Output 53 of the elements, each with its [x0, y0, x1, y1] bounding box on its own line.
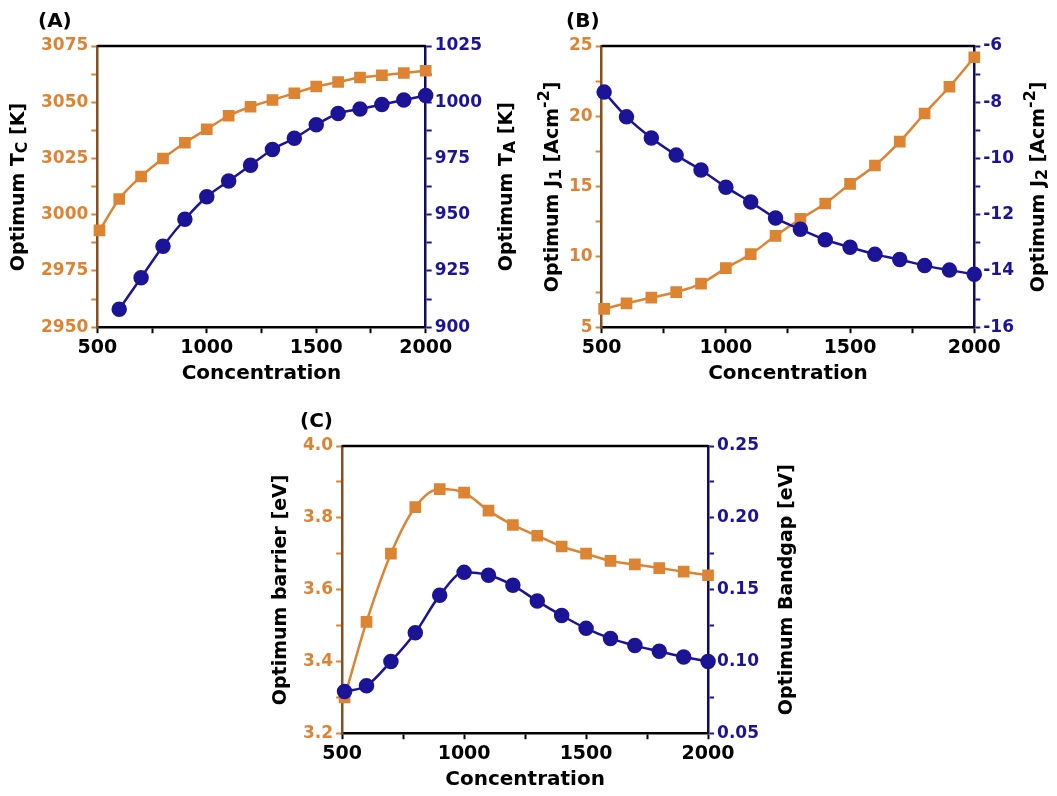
y-tick-label: 20 [568, 104, 593, 125]
y2-tick-label: 0.15 [717, 578, 760, 599]
x-tick-label: 1500 [823, 334, 877, 357]
x-tick-label: 500 [322, 740, 362, 763]
y-tick-label: 3025 [40, 146, 89, 167]
x-axis-title: Concentration [181, 360, 342, 385]
y2-tick-label: 0.05 [717, 721, 760, 742]
y2-tick-label: -12 [983, 203, 1015, 224]
y2-tick-label: 1025 [434, 34, 483, 55]
y-tick-label: 3.8 [302, 506, 334, 527]
x-axis-title: Concentration [708, 360, 868, 385]
chart-title: (A) [38, 8, 72, 33]
y2-tick-label: 975 [434, 146, 471, 167]
y-tick-label: 15 [568, 175, 593, 196]
x-tick-label: 2000 [681, 740, 735, 763]
chart-title: (B) [566, 8, 600, 33]
y-tick-label: 5 [580, 315, 593, 336]
y-tick-label: 3075 [40, 34, 89, 55]
y2-tick-label: 950 [434, 203, 471, 224]
y-tick-label: 25 [568, 34, 593, 55]
x-tick-label: 1000 [180, 334, 234, 357]
y2-tick-label: -10 [983, 146, 1015, 167]
y2-tick-label: 0.10 [717, 649, 760, 670]
x-tick-label: 1500 [289, 334, 343, 357]
y-tick-label: 4.0 [302, 434, 334, 455]
y2-axis-title: Optimum Bandgap [eV] [774, 464, 796, 716]
y-tick-label: 3.4 [302, 649, 334, 670]
y-tick-label: 3.2 [302, 721, 334, 742]
y2-tick-label: -16 [983, 315, 1015, 336]
x-tick-label: 2000 [399, 334, 453, 357]
x-tick-label: 1000 [437, 740, 491, 763]
y2-tick-label: 1000 [434, 90, 483, 111]
x-tick-label: 2000 [947, 334, 1001, 357]
y2-tick-label: -14 [983, 259, 1015, 280]
y2-tick-label: 0.25 [717, 434, 760, 455]
y-axis-title: Optimum barrier [eV] [268, 474, 290, 705]
x-tick-label: 500 [77, 334, 118, 357]
x-tick-label: 1000 [699, 334, 753, 357]
y-tick-label: 2950 [40, 315, 89, 336]
y2-tick-label: 900 [434, 315, 471, 336]
x-tick-label: 1500 [559, 740, 613, 763]
y-tick-label: 2975 [40, 259, 89, 280]
y-tick-label: 3000 [40, 203, 89, 224]
y2-tick-label: -8 [983, 90, 1003, 111]
y-tick-label: 3.6 [302, 578, 334, 599]
x-tick-label: 500 [581, 334, 622, 357]
x-axis-title: Concentration [445, 766, 605, 791]
y-tick-label: 10 [568, 245, 593, 266]
y-tick-label: 3050 [40, 90, 89, 111]
y2-tick-label: 925 [434, 259, 471, 280]
chart-title: (C) [300, 408, 333, 433]
y2-tick-label: -6 [983, 34, 1003, 55]
y2-tick-label: 0.20 [717, 506, 760, 527]
